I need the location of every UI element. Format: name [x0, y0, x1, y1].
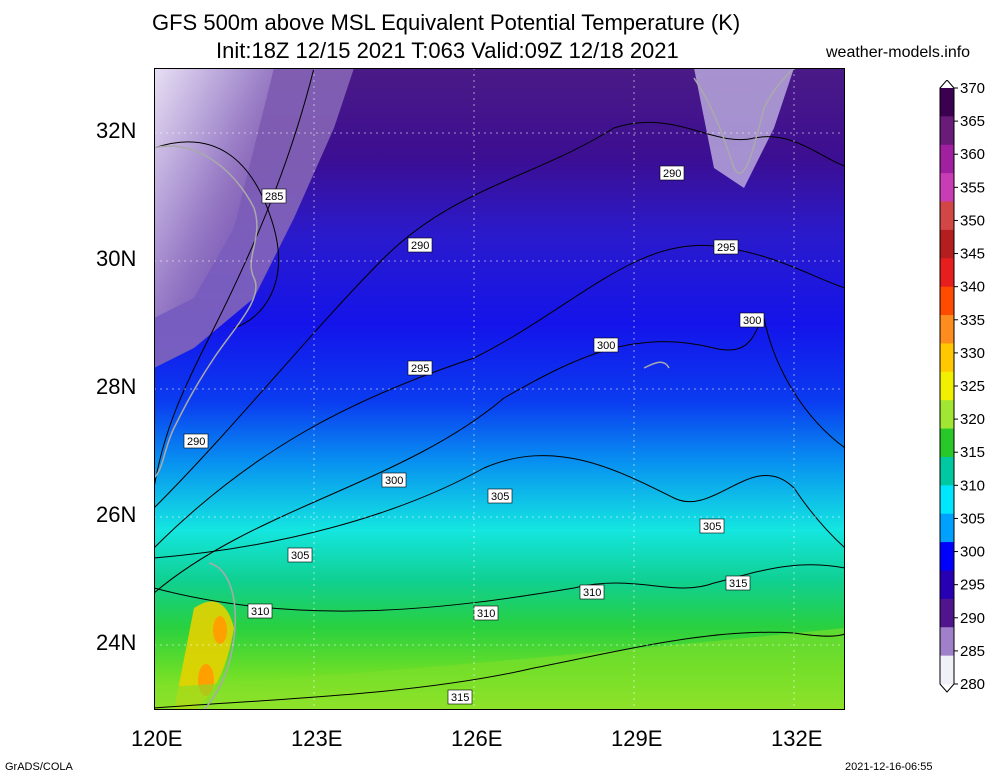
colorbar-segments [939, 80, 955, 693]
colorbar-labels: 370 365 360 355 350 345 340 335 330 325 320 315 310 3… [954, 80, 985, 693]
site-credit: weather-models.info [826, 44, 971, 61]
colorbar-label: 300 [960, 544, 985, 561]
contour-label-295: 295 [411, 363, 429, 375]
contour-label-305: 305 [491, 491, 509, 503]
cold-core-west [154, 68, 274, 318]
contour-label-290: 290 [663, 168, 681, 180]
contour-290-west [154, 68, 315, 489]
lat-label-24n: 24N [96, 630, 137, 655]
lat-label-30n: 30N [96, 246, 137, 271]
lat-label-28n: 28N [96, 374, 137, 399]
colorbar-label: 360 [960, 146, 985, 163]
colorbar-segment [940, 570, 954, 600]
colorbar-segment [940, 655, 954, 685]
contour-label-295: 295 [717, 242, 735, 254]
colorbar-segment [940, 201, 954, 231]
colorbar-segment [940, 144, 954, 174]
colorbar-segment [940, 343, 954, 373]
chart-subtitle: Init:18Z 12/15 2021 T:063 Valid:09Z 12/1… [216, 38, 679, 63]
contour-label-290: 290 [411, 240, 429, 252]
contour-label-text: 285 290 290 290 295 295 300 300 300 305 … [187, 168, 761, 704]
colorbar-label: 310 [960, 477, 985, 494]
contour-label-310: 310 [251, 606, 269, 618]
contour-285 [154, 141, 279, 329]
chart-title: GFS 500m above MSL Equivalent Potential … [152, 10, 741, 35]
contour-label-300: 300 [385, 475, 403, 487]
contour-label-290: 290 [187, 436, 205, 448]
colorbar-segment [940, 286, 954, 316]
contour-label-310: 310 [583, 587, 601, 599]
theta-e-map: 285 290 290 290 295 295 300 300 300 305 … [154, 68, 845, 710]
isentropes [154, 68, 845, 709]
colorbar-label: 355 [960, 179, 985, 196]
footer-timestamp: 2021-12-16-06:55 [845, 761, 933, 773]
lon-label-123e: 123E [291, 726, 343, 751]
contour-labels [183, 165, 765, 705]
colorbar-label: 305 [960, 510, 985, 527]
contour-label-315: 315 [729, 578, 747, 590]
contour-315 [154, 631, 845, 709]
lat-label-32n: 32N [96, 118, 137, 143]
contour-290-mid [154, 121, 845, 509]
contour-label-305: 305 [703, 521, 721, 533]
contour-label-285: 285 [265, 191, 283, 203]
colorbar-segment [940, 88, 954, 117]
colorbar-label: 335 [960, 312, 985, 329]
lon-label-126e: 126E [451, 726, 503, 751]
colorbar-segment [940, 542, 954, 571]
colorbar-label: 280 [960, 676, 985, 693]
contour-label-305: 305 [291, 550, 309, 562]
colorbar-label: 340 [960, 279, 985, 296]
coastlines [154, 68, 795, 710]
contour-295 [154, 244, 845, 549]
colorbar-segment [940, 485, 954, 515]
colorbar-segment [940, 229, 954, 259]
gridlines [154, 68, 845, 710]
contour-label-300: 300 [597, 340, 615, 352]
contour-310 [154, 564, 845, 612]
footer-credit: GrADS/COLA [5, 761, 73, 773]
colorbar-label: 350 [960, 212, 985, 229]
lon-label-120e: 120E [131, 726, 183, 751]
colorbar-label: 325 [960, 378, 985, 395]
contour-label-315: 315 [451, 692, 469, 704]
colorbar-segment [940, 173, 954, 203]
colorbar-label: 370 [960, 80, 985, 97]
colorbar-label: 320 [960, 411, 985, 428]
colorbar-label: 345 [960, 246, 985, 263]
contour-label-300: 300 [743, 315, 761, 327]
warm-band-south [154, 628, 845, 710]
colorbar-segment [940, 400, 954, 430]
colorbar-segment [940, 315, 954, 344]
colorbar-segment [940, 598, 954, 628]
colorbar: 370 365 360 355 350 345 340 335 330 325 320 315 310 3… [939, 80, 985, 693]
warm-core-southwest-2 [213, 616, 227, 644]
colorbar-segment [940, 456, 954, 486]
colorbar-label: 330 [960, 345, 985, 362]
lon-label-129e: 129E [611, 726, 663, 751]
colorbar-label: 285 [960, 643, 985, 660]
colorbar-label: 315 [960, 444, 985, 461]
colorbar-label: 290 [960, 610, 985, 627]
contour-label-310: 310 [477, 608, 495, 620]
colorbar-segment [940, 627, 954, 657]
contour-300 [154, 316, 845, 594]
lon-label-132e: 132E [771, 726, 823, 751]
colorbar-segment [940, 513, 954, 543]
lat-label-26n: 26N [96, 502, 137, 527]
colorbar-label: 365 [960, 113, 985, 130]
colorbar-segment [940, 258, 954, 288]
colorbar-label: 295 [960, 577, 985, 594]
colorbar-segment [940, 116, 954, 146]
colorbar-segment [940, 371, 954, 401]
colorbar-segment [940, 428, 954, 458]
